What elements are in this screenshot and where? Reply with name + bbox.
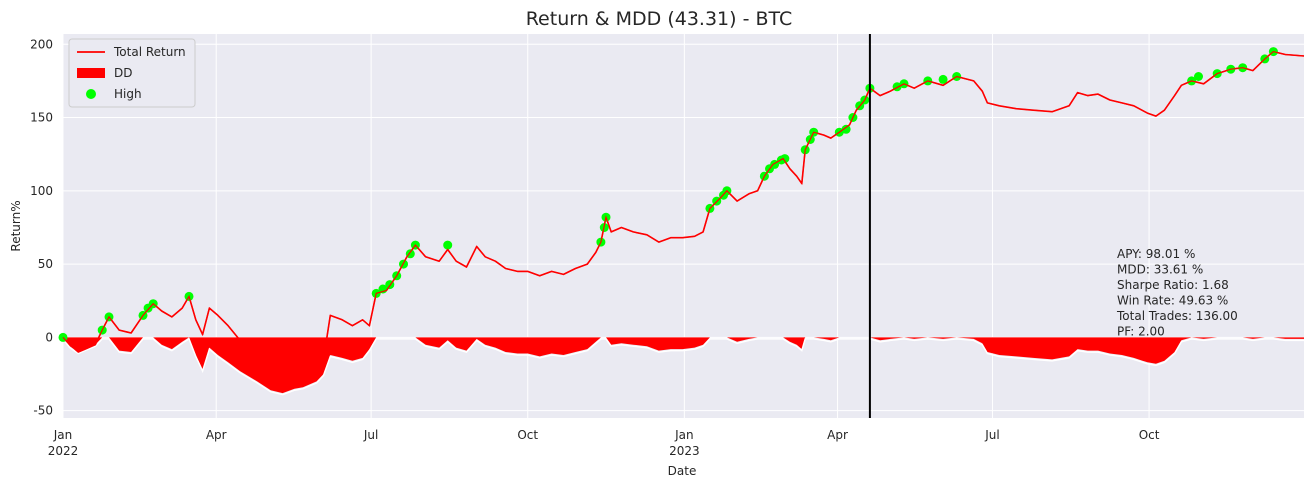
y-axis-label: Return% xyxy=(9,200,23,251)
high-marker xyxy=(841,124,851,134)
stats-line: Win Rate: 49.63 % xyxy=(1117,294,1228,308)
x-tick-label: Jan xyxy=(674,428,694,442)
legend-label: Total Return xyxy=(113,45,186,59)
stats-line: Sharpe Ratio: 1.68 xyxy=(1117,278,1229,292)
stats-line: PF: 2.00 xyxy=(1117,325,1165,339)
legend-frame xyxy=(68,38,196,108)
legend-label: DD xyxy=(114,66,132,80)
high-marker xyxy=(780,154,790,164)
high-markers-layer xyxy=(58,47,1305,386)
y-tick-label: 100 xyxy=(30,184,53,198)
legend: Total Return DD High xyxy=(68,38,196,108)
x-tick-label: Apr xyxy=(206,428,227,442)
total-return-line-overlay xyxy=(62,50,1305,386)
high-marker xyxy=(938,74,948,84)
x-tick-label: Jul xyxy=(984,428,999,442)
x-tick-labels: Jan 2022 Apr Jul Oct Jan 2023 Apr Jul Oct xyxy=(48,428,1160,458)
x-tick-label: Jul xyxy=(363,428,378,442)
y-tick-label: 50 xyxy=(38,257,53,271)
y-tick-label: 0 xyxy=(45,330,53,344)
drawdown-area xyxy=(63,337,1304,394)
y-tick-label: 200 xyxy=(30,37,53,51)
drawdown-edge xyxy=(62,337,1304,396)
stats-line: MDD: 33.61 % xyxy=(1117,263,1203,277)
x-tick-label: Apr xyxy=(827,428,848,442)
x-tick-year-label: 2022 xyxy=(48,444,79,458)
chart-title: Return & MDD (43.31) - BTC xyxy=(526,8,793,30)
stats-line: APY: 98.01 % xyxy=(1117,247,1195,261)
legend-label: High xyxy=(114,87,142,101)
high-marker xyxy=(1194,72,1203,81)
x-tick-label: Oct xyxy=(1139,428,1160,442)
stats-box: APY: 98.01 % MDD: 33.61 %Sharpe Ratio: 1.… xyxy=(1116,247,1238,339)
x-tick-year-label: 2023 xyxy=(669,444,700,458)
y-tick-label: -50 xyxy=(33,404,53,418)
legend-marker-swatch xyxy=(86,89,96,99)
high-marker xyxy=(443,240,453,250)
drawdown-layer xyxy=(62,337,1304,396)
y-tick-labels: -50 0 50 100 150 200 xyxy=(30,37,53,417)
x-tick-label: Oct xyxy=(517,428,538,442)
legend-patch-swatch xyxy=(77,68,105,78)
y-tick-label: 150 xyxy=(30,111,53,125)
x-axis-label: Date xyxy=(668,464,697,478)
stats-line: Total Trades: 136.00 xyxy=(1116,309,1238,323)
x-tick-label: Jan xyxy=(53,428,73,442)
